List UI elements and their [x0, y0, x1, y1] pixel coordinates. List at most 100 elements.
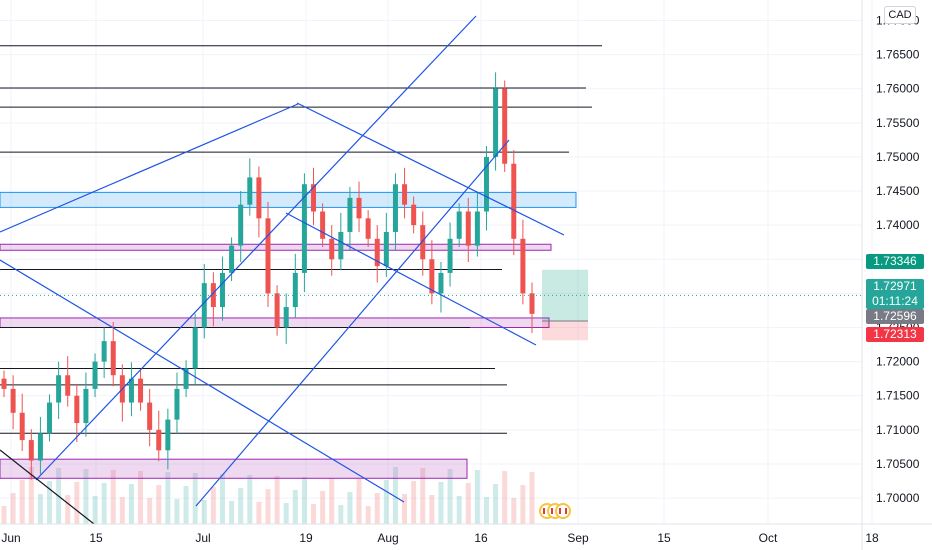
candle-body: [210, 283, 216, 308]
time-tick-label: Jul: [195, 531, 210, 545]
time-axis[interactable]: Jun 15 Jul 19 Aug 16 Sep 15 Oct 18: [1, 531, 879, 545]
take-profit-price-label: 1.73346: [866, 254, 924, 269]
price-tick-label: 1.76500: [876, 48, 920, 62]
volume-bar: [474, 470, 480, 524]
stop-loss-price-label: 1.72313: [866, 327, 924, 342]
time-tick-label: 19: [299, 531, 313, 545]
candle-body: [219, 272, 225, 308]
volume-bar: [447, 469, 453, 524]
candle-body: [265, 218, 271, 294]
candle-body: [420, 225, 426, 260]
volume-bar: [283, 503, 289, 524]
volume-bar: [347, 492, 353, 524]
candle-body: [511, 163, 517, 239]
candle-body: [147, 402, 153, 430]
candle-body: [311, 184, 317, 212]
volume-bar: [529, 472, 535, 524]
last-price-value: 1.72971: [873, 279, 917, 293]
candles: [1, 72, 535, 480]
candle-body: [74, 395, 80, 424]
bar-countdown: 01:11:24: [872, 294, 918, 308]
volume-bar: [28, 467, 34, 524]
candle-body: [283, 307, 289, 328]
candle-body: [301, 184, 307, 273]
volume-bar: [219, 474, 225, 524]
entry-price-label: 1.72596: [866, 309, 924, 324]
time-tick-label: Aug: [377, 531, 398, 545]
candle-body: [529, 293, 535, 314]
price-tick-label: 1.71000: [876, 423, 920, 437]
volume-bar: [37, 494, 43, 524]
time-tick-label: 18: [865, 531, 879, 545]
price-tick-label: 1.74500: [876, 184, 920, 198]
candle-body: [101, 341, 107, 362]
volume-bar: [10, 493, 16, 524]
volume-bar: [174, 499, 180, 524]
volume-bar: [374, 493, 380, 524]
volume-bar: [201, 500, 207, 524]
volume-bar: [438, 482, 444, 524]
candle-body: [493, 88, 499, 157]
time-tick-label: 16: [474, 531, 488, 545]
volume-bar: [119, 497, 125, 524]
candle-body: [356, 197, 362, 219]
candle-body: [1, 378, 7, 389]
volume-bar: [229, 501, 235, 524]
volume-bar: [265, 489, 271, 524]
volume-bar: [238, 488, 244, 524]
horizontal-levels: [0, 45, 602, 434]
candle-body: [156, 429, 162, 451]
volume-bar: [429, 495, 435, 524]
candle-body: [374, 238, 380, 267]
economic-events[interactable]: [539, 503, 579, 521]
volume-bar: [483, 497, 489, 524]
stop-loss-price-value: 1.72313: [873, 327, 917, 341]
volume-bar: [274, 476, 280, 524]
price-tick-label: 1.75000: [876, 150, 920, 164]
volume-bar: [110, 470, 116, 524]
candle-body: [320, 211, 326, 239]
candle-body: [65, 375, 71, 396]
volume-bar: [456, 496, 462, 524]
price-tick-label: 1.72000: [876, 355, 920, 369]
trendline: [0, 259, 405, 503]
last-price-label: 1.72971 01:11:24: [866, 279, 924, 309]
take-profit-price-value: 1.73346: [873, 254, 917, 268]
volume-bar: [74, 482, 80, 524]
volume-bar: [210, 487, 216, 524]
candle-body: [238, 204, 244, 246]
candle-body: [465, 211, 471, 246]
candle-body: [256, 177, 262, 219]
currency-badge[interactable]: CAD: [884, 6, 916, 24]
canada-flag-icon[interactable]: [555, 503, 571, 519]
position-tool[interactable]: [0, 269, 862, 341]
candle-body: [347, 197, 353, 232]
candle-body: [10, 388, 16, 413]
candle-body: [128, 378, 134, 403]
volume-bar: [320, 491, 326, 524]
volume-bar: [329, 478, 335, 524]
candle-body: [502, 88, 508, 164]
volume-bar: [156, 485, 162, 524]
price-tick-label: 1.70500: [876, 457, 920, 471]
volume-bar: [301, 477, 307, 524]
trendlines: [0, 15, 565, 525]
volume-bar: [493, 484, 499, 524]
candle-body: [110, 341, 116, 376]
volume-bar: [83, 469, 89, 524]
trendline: [296, 102, 565, 236]
candle-body: [56, 375, 62, 403]
candle-body: [28, 440, 34, 461]
volume-bar: [365, 506, 371, 524]
grid-lines: [0, 0, 873, 524]
volume-bar: [411, 481, 417, 524]
volume-bar: [101, 483, 107, 524]
candle-body: [438, 272, 444, 294]
candle-body: [383, 231, 389, 267]
volume-bar: [465, 483, 471, 524]
volume-bar: [311, 504, 317, 524]
trendline: [35, 15, 477, 481]
candle-body: [19, 412, 25, 441]
volume-bar: [183, 486, 189, 524]
